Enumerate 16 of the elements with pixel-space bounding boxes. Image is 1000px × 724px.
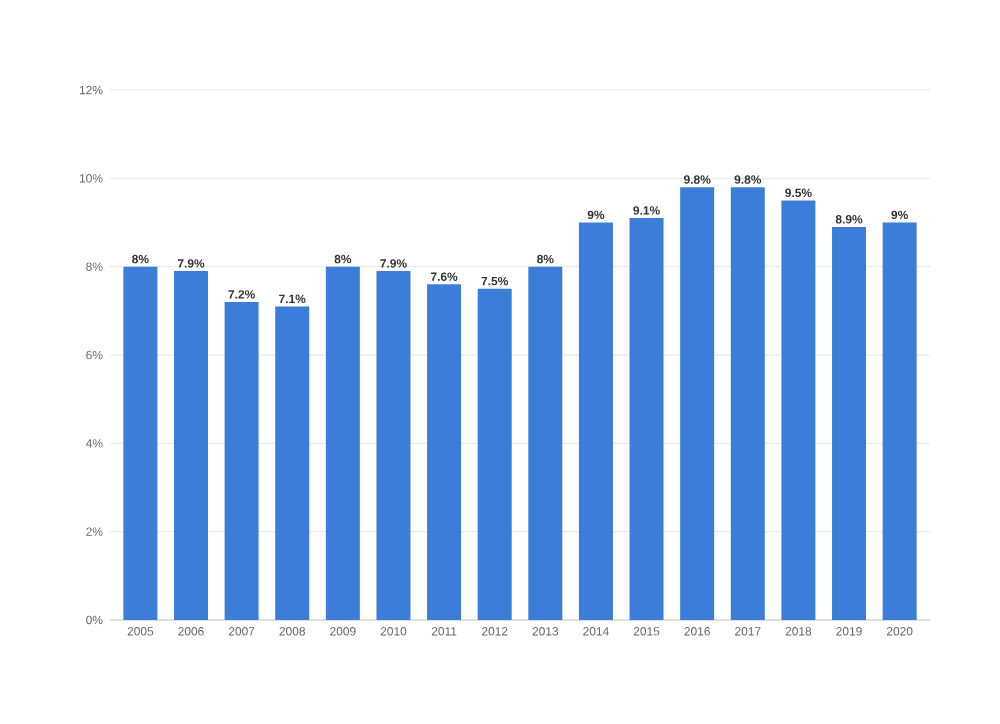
bar — [376, 271, 411, 620]
bar — [224, 301, 259, 620]
bar — [173, 271, 208, 620]
bar — [882, 222, 917, 620]
bar — [528, 266, 563, 620]
bar — [629, 218, 664, 620]
bar — [275, 306, 310, 620]
bar — [427, 284, 462, 620]
bar — [123, 266, 158, 620]
bar — [832, 226, 867, 620]
bar — [680, 187, 715, 620]
bar — [325, 266, 360, 620]
bar — [477, 288, 512, 620]
bar — [730, 187, 765, 620]
bar — [781, 200, 816, 620]
bar — [578, 222, 613, 620]
